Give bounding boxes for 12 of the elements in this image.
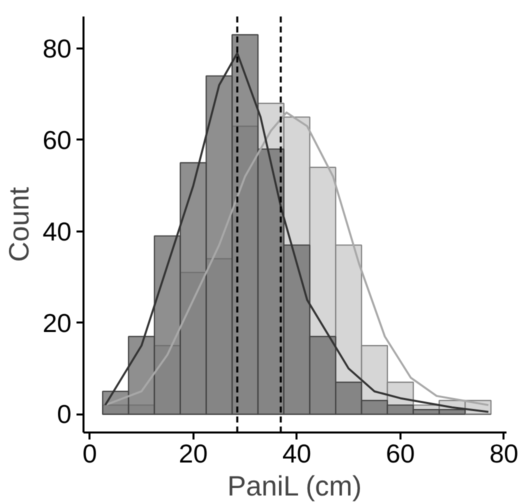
x-tick-label: 60 <box>386 438 415 468</box>
y-tick-label: 60 <box>42 124 72 155</box>
y-tick-label: 0 <box>57 399 72 430</box>
y-tick-label: 80 <box>42 34 72 64</box>
x-axis-title: PaniL (cm) <box>227 470 362 502</box>
x-tick-label: 0 <box>82 438 97 468</box>
x-tick-label: 40 <box>282 438 312 468</box>
x-tick-label: 20 <box>178 438 208 468</box>
x-tick-label: 80 <box>489 438 518 468</box>
y-axis-title: Count <box>4 186 35 262</box>
y-tick-label: 40 <box>42 216 72 246</box>
y-tick-label: 20 <box>42 308 72 338</box>
